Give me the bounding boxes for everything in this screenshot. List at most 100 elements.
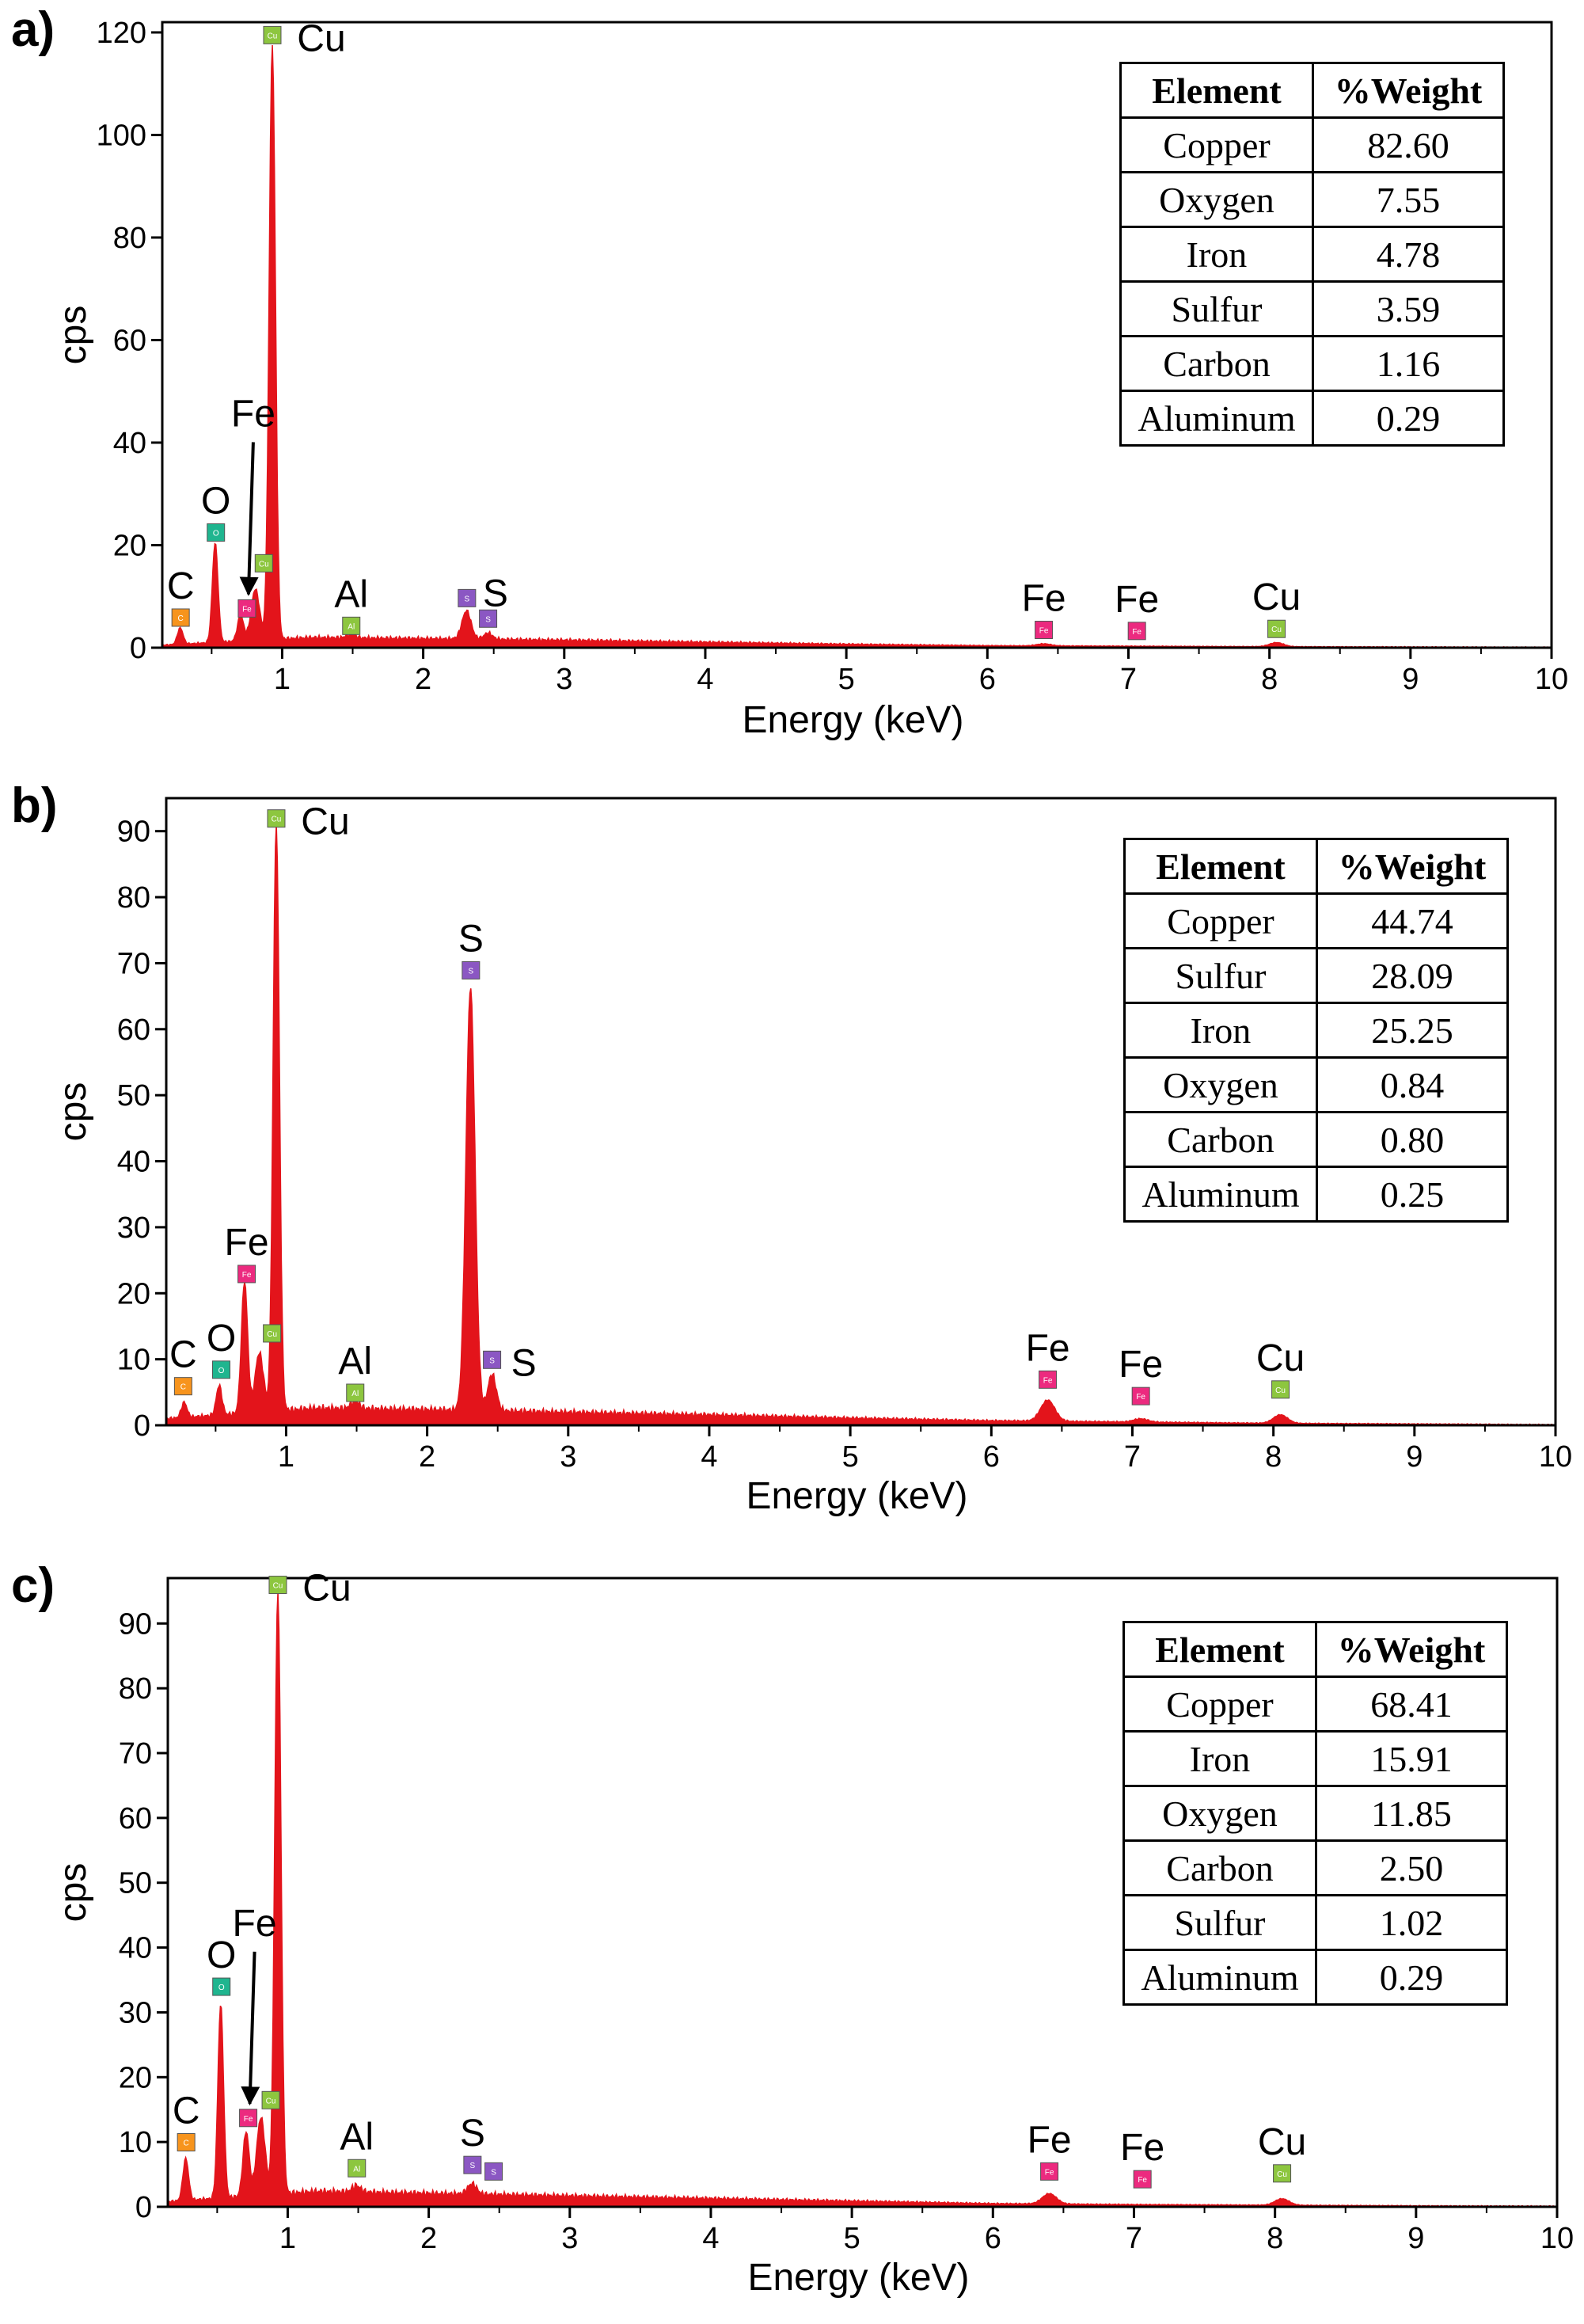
weight-cell: 3.59 <box>1312 280 1505 337</box>
element-cell: Copper <box>1122 1675 1317 1733</box>
peak-marker-fe: Fe <box>1040 2162 1059 2181</box>
header-element: Element <box>1119 62 1314 119</box>
peak-label: O <box>207 1934 236 1976</box>
peak-arrow <box>239 442 259 596</box>
peak-label: Fe <box>1022 578 1066 620</box>
y-tick-label: 80 <box>119 1672 152 1706</box>
svg-text:S: S <box>465 595 470 603</box>
table-row: Sulfur 28.09 <box>1123 947 1509 1004</box>
table-header-row: Element %Weight <box>1123 838 1509 895</box>
y-tick-label: 120 <box>97 17 146 50</box>
element-cell: Oxygen <box>1123 1056 1318 1113</box>
svg-text:C: C <box>184 2140 189 2148</box>
peak-arrow <box>241 1951 260 2106</box>
weight-cell: 0.29 <box>1312 390 1505 447</box>
svg-text:Fe: Fe <box>242 1271 252 1280</box>
peak-marker-c: C <box>177 2133 196 2152</box>
element-cell: Iron <box>1119 226 1314 283</box>
peak-marker-cu: Cu <box>1273 2164 1292 2183</box>
peak-marker-cu: Cu <box>254 553 273 572</box>
peak-label: Al <box>338 1341 372 1383</box>
svg-text:Al: Al <box>351 1390 359 1398</box>
peak-label: S <box>460 2113 485 2155</box>
x-tick-label: 7 <box>1126 2222 1142 2255</box>
y-tick-label: 20 <box>119 2061 152 2094</box>
peak-label: Al <box>340 2116 374 2158</box>
peak-marker-al: Al <box>342 616 361 635</box>
weight-cell: 82.60 <box>1312 116 1505 173</box>
y-tick-label: 70 <box>119 1737 152 1771</box>
x-axis-label: Energy (keV) <box>742 699 963 741</box>
svg-text:S: S <box>469 967 474 976</box>
peak-marker-cu: Cu <box>263 25 282 44</box>
x-tick-label: 10 <box>1540 2222 1574 2255</box>
element-cell: Carbon <box>1119 335 1314 392</box>
x-tick-label: 7 <box>1124 1440 1141 1474</box>
table-header-row: Element %Weight <box>1122 1621 1508 1678</box>
peak-marker-o: O <box>212 1977 231 1996</box>
peak-marker-fe: Fe <box>1127 622 1146 641</box>
table-row: Carbon 1.16 <box>1119 335 1505 392</box>
element-cell: Aluminum <box>1123 1166 1318 1223</box>
y-tick-label: 20 <box>113 529 146 562</box>
y-tick-label: 50 <box>117 1079 150 1113</box>
weight-cell: 44.74 <box>1316 892 1509 949</box>
y-tick-label: 30 <box>117 1211 150 1245</box>
svg-text:S: S <box>489 1356 495 1365</box>
y-tick-label: 50 <box>119 1867 152 1900</box>
peak-marker-fe: Fe <box>1133 2170 1152 2189</box>
peak-label: Fe <box>1028 2119 1072 2161</box>
svg-text:S: S <box>491 2168 496 2177</box>
peak-marker-s: S <box>479 609 498 628</box>
peak-label: Fe <box>231 393 275 435</box>
spectrum-area <box>165 823 1556 1426</box>
svg-text:Fe: Fe <box>1039 627 1049 636</box>
element-cell: Oxygen <box>1119 171 1314 228</box>
peak-marker-cu: Cu <box>267 809 286 828</box>
weight-table: Element %Weight Copper 68.41 Iron 15.91 Ox… <box>1122 1621 1508 2006</box>
x-tick-label: 8 <box>1265 1440 1282 1474</box>
element-cell: Carbon <box>1122 1839 1317 1896</box>
element-cell: Sulfur <box>1123 947 1318 1004</box>
x-tick-label: 7 <box>1120 663 1137 696</box>
x-tick-label: 10 <box>1535 663 1568 696</box>
element-cell: Sulfur <box>1122 1894 1317 1951</box>
x-tick-label: 2 <box>415 663 431 696</box>
table-row: Oxygen 7.55 <box>1119 171 1505 228</box>
panel-label: b) <box>11 778 58 833</box>
element-cell: Carbon <box>1123 1111 1318 1168</box>
svg-text:Cu: Cu <box>259 560 269 569</box>
x-tick-label: 9 <box>1402 663 1419 696</box>
peak-label: S <box>483 572 508 614</box>
element-cell: Aluminum <box>1119 390 1314 447</box>
peak-label: S <box>511 1342 537 1384</box>
table-row: Iron 15.91 <box>1122 1730 1508 1787</box>
peak-label: Cu <box>301 801 349 843</box>
table-row: Copper 82.60 <box>1119 116 1505 173</box>
table-row: Sulfur 1.02 <box>1122 1894 1508 1951</box>
table-row: Oxygen 11.85 <box>1122 1785 1508 1842</box>
y-tick-label: 30 <box>119 1996 152 2029</box>
svg-text:Cu: Cu <box>266 2097 276 2105</box>
x-tick-label: 2 <box>419 1440 435 1474</box>
svg-text:O: O <box>213 529 219 538</box>
table-row: Sulfur 3.59 <box>1119 280 1505 337</box>
x-tick-label: 4 <box>701 1440 717 1474</box>
svg-text:O: O <box>218 1367 225 1375</box>
weight-cell: 0.25 <box>1316 1166 1509 1223</box>
x-tick-label: 1 <box>278 1440 294 1474</box>
weight-cell: 28.09 <box>1316 947 1509 1004</box>
spectrum-area <box>167 1591 1558 2208</box>
x-tick-label: 3 <box>560 1440 576 1474</box>
peak-marker-s: S <box>484 2162 503 2181</box>
element-cell: Copper <box>1119 116 1314 173</box>
peak-label: O <box>207 1318 236 1360</box>
x-tick-label: 10 <box>1539 1440 1572 1474</box>
peak-marker-al: Al <box>346 1383 365 1402</box>
peak-label: Fe <box>1119 1344 1163 1386</box>
table-row: Oxygen 0.84 <box>1123 1056 1509 1113</box>
y-axis-label: cps <box>52 1863 94 1923</box>
svg-text:Cu: Cu <box>268 32 278 40</box>
y-tick-label: 90 <box>117 816 150 849</box>
x-tick-label: 9 <box>1406 1440 1423 1474</box>
